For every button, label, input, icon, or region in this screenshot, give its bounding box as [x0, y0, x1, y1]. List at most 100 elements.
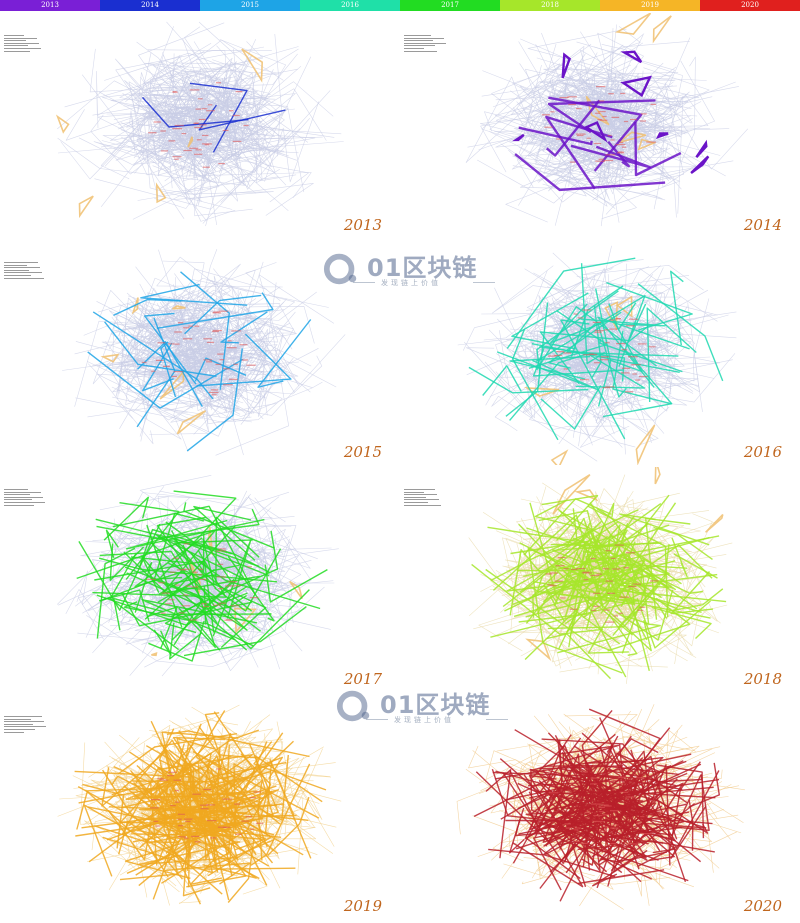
node-label-mark	[217, 826, 227, 828]
node-label-mark	[620, 92, 626, 95]
node-label-mark	[580, 379, 590, 381]
node-label-mark	[151, 370, 156, 372]
highlight-edge	[532, 571, 559, 618]
highlight-edge	[227, 555, 275, 622]
highlight-edge	[191, 796, 235, 833]
highlight-edge	[199, 589, 310, 650]
highlight-edge	[595, 524, 621, 603]
node-label-mark	[215, 363, 222, 365]
watermark-subtitle: 发现链上价值	[381, 279, 441, 287]
highlight-edge	[523, 774, 689, 882]
highlight-triangle	[655, 132, 669, 139]
node-label-mark	[565, 827, 572, 829]
highlight-edge	[506, 564, 554, 592]
watermark-title: 01区块链	[380, 691, 491, 719]
base-edge	[482, 49, 682, 117]
node-label-mark	[167, 775, 175, 777]
highlight-edge	[535, 295, 646, 367]
triangle-motif	[55, 114, 70, 134]
core-edge	[179, 310, 193, 343]
highlight-edge	[578, 771, 687, 818]
node-label-mark	[212, 312, 222, 314]
node-label-mark	[582, 354, 590, 356]
triangle-motif	[618, 131, 647, 144]
highlight-edge	[157, 785, 267, 840]
core-edge	[181, 79, 214, 102]
highlight-edge	[532, 348, 624, 377]
node-label-mark	[580, 842, 588, 844]
highlight-edge	[595, 288, 612, 407]
base-edge	[492, 71, 676, 162]
node-label-mark	[200, 808, 209, 810]
node-label-mark	[559, 597, 566, 599]
network-panel-2014: 2014	[400, 13, 800, 238]
highlight-edge	[119, 743, 194, 825]
highlight-edge	[168, 749, 247, 805]
triangle-motif	[100, 353, 120, 363]
highlight-edge	[198, 104, 286, 131]
base-edge	[577, 82, 684, 184]
core-edge	[175, 137, 242, 159]
node-label-mark	[629, 318, 639, 320]
highlight-triangle	[561, 52, 572, 79]
highlight-edge	[104, 321, 217, 377]
node-label-mark	[569, 161, 576, 163]
highlight-edge	[670, 770, 720, 859]
node-label-mark	[619, 791, 629, 793]
highlight-edge	[587, 505, 669, 618]
highlight-edge	[172, 736, 226, 774]
legend-swatch-2015: 2015	[200, 0, 300, 11]
node-label-mark	[173, 557, 179, 559]
highlight-edge	[530, 575, 544, 592]
triangle-motif	[616, 295, 633, 318]
node-label-mark	[158, 582, 165, 584]
base-edge	[579, 397, 653, 448]
node-label-mark	[198, 118, 206, 121]
node-label-mark	[173, 371, 183, 373]
node-label-mark	[202, 134, 209, 137]
highlight-triangle	[583, 121, 608, 143]
base-edge	[74, 327, 270, 369]
node-label-mark	[201, 108, 208, 110]
node-label-mark	[179, 612, 185, 614]
core-edge	[179, 139, 242, 167]
network-panel-2015: 2015	[0, 240, 400, 465]
node-label-mark	[232, 140, 242, 142]
highlight-edge	[545, 99, 601, 157]
highlight-edge	[485, 568, 612, 652]
node-label-mark	[567, 96, 577, 98]
node-label-mark	[615, 343, 626, 345]
base-edge	[242, 69, 342, 142]
base-edge	[495, 68, 626, 135]
node-label-mark	[160, 130, 166, 132]
highlight-edge	[186, 348, 243, 452]
triangle-motif	[241, 48, 264, 83]
node-label-mark	[604, 826, 609, 828]
core-edge	[181, 319, 220, 357]
node-label-mark	[594, 112, 601, 114]
node-label-mark	[628, 585, 637, 588]
highlight-edge	[189, 855, 223, 886]
base-edge	[571, 44, 676, 81]
node-label-mark	[198, 568, 204, 570]
watermark-logo-icon	[323, 253, 357, 285]
node-label-mark	[175, 584, 180, 586]
node-label-mark	[549, 818, 555, 820]
node-label-mark	[206, 341, 214, 343]
year-label: 2014	[743, 216, 782, 234]
node-label-mark	[199, 578, 207, 580]
highlight-edge	[178, 544, 216, 649]
core-edge	[187, 141, 265, 154]
highlight-edge	[504, 552, 632, 612]
node-label-mark	[640, 816, 645, 818]
node-label-mark	[613, 615, 618, 617]
core-edge	[176, 340, 188, 371]
highlight-edge	[540, 521, 602, 579]
core-edge	[565, 84, 584, 118]
node-label-mark	[249, 597, 259, 599]
highlight-edge	[202, 538, 234, 585]
highlight-edge	[156, 516, 215, 607]
core-edge	[597, 115, 637, 143]
node-label-mark	[632, 373, 637, 375]
base-edge	[151, 718, 342, 802]
